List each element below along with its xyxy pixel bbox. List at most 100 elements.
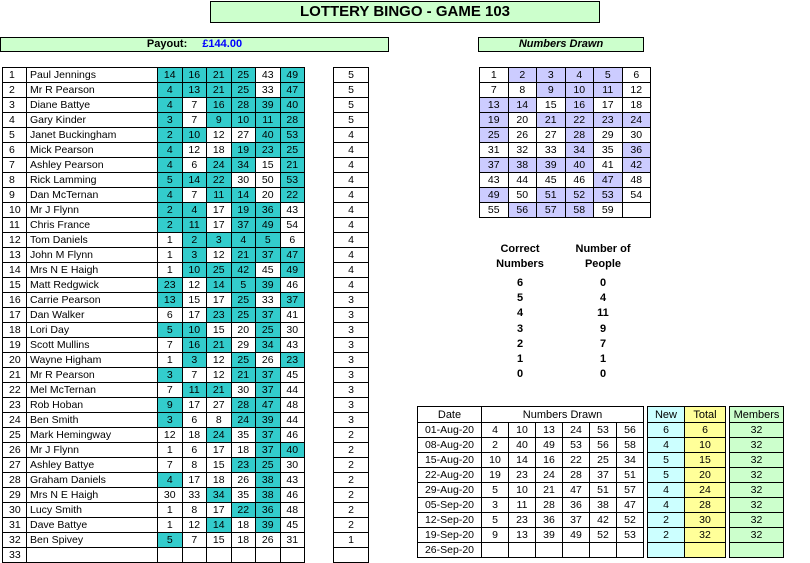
drawn-grid-cell: 8 xyxy=(507,82,537,98)
drawn-grid-cell: 36 xyxy=(621,142,651,158)
members-count: 32 xyxy=(729,482,784,498)
drawn-grid-row: 19 20 21 22 23 24 xyxy=(479,112,651,128)
player-name: Rick Lamming xyxy=(26,172,158,188)
player-number xyxy=(181,547,207,563)
player-row: 20 Wayne Higham 1 3 12 25 26 23 3 xyxy=(2,352,369,368)
spacer xyxy=(305,143,334,158)
player-number: 11 xyxy=(206,187,232,203)
spacer xyxy=(305,233,334,248)
correct-count: 3 xyxy=(333,322,369,338)
payout-label: Payout: xyxy=(146,38,188,50)
history-row: 26-Sep-20 xyxy=(417,542,784,558)
new-count: 2 xyxy=(647,527,685,543)
player-row: 2 Mr R Pearson 4 13 21 25 33 47 5 xyxy=(2,82,369,98)
history-number: 52 xyxy=(589,527,617,543)
spacer xyxy=(305,278,334,293)
history-number: 5 xyxy=(481,482,509,498)
player-number: 18 xyxy=(181,427,207,443)
player-name: Lori Day xyxy=(26,322,158,338)
correct-count: 2 xyxy=(333,427,369,443)
player-number: 21 xyxy=(206,382,232,398)
player-number: 39 xyxy=(255,517,281,533)
history-number: 10 xyxy=(481,452,509,468)
row-number: 28 xyxy=(2,472,27,488)
game-title: LOTTERY BINGO - GAME 103 xyxy=(210,1,600,23)
player-number: 14 xyxy=(206,277,232,293)
player-number: 4 xyxy=(157,157,183,173)
drawn-grid-row: 31 32 33 34 35 36 xyxy=(479,142,651,158)
player-row: 30 Lucy Smith 1 8 17 22 36 48 2 xyxy=(2,502,369,518)
player-number: 7 xyxy=(181,97,207,113)
player-row: 26 Mr J Flynn 1 6 17 18 37 40 2 xyxy=(2,442,369,458)
history-number: 13 xyxy=(508,527,536,543)
row-number: 11 xyxy=(2,217,27,233)
player-number: 16 xyxy=(206,97,232,113)
correct-count: 3 xyxy=(333,352,369,368)
player-number: 2 xyxy=(181,232,207,248)
player-number: 26 xyxy=(230,472,256,488)
spacer xyxy=(305,488,334,503)
history-number: 49 xyxy=(535,437,563,453)
history-number: 2 xyxy=(481,437,509,453)
player-number: 36 xyxy=(255,502,281,518)
drawn-grid-row: 13 14 15 16 17 18 xyxy=(479,97,651,113)
row-number: 12 xyxy=(2,232,27,248)
player-number: 39 xyxy=(255,97,281,113)
history-number: 14 xyxy=(508,452,536,468)
player-number: 37 xyxy=(255,442,281,458)
player-number: 4 xyxy=(157,97,183,113)
correct-count: 5 xyxy=(333,112,369,128)
numbers-drawn-header: Numbers Drawn xyxy=(481,406,644,423)
new-count xyxy=(647,542,685,558)
spacer xyxy=(305,158,334,173)
player-number: 29 xyxy=(230,337,256,353)
members-count xyxy=(729,542,784,558)
history-number: 51 xyxy=(616,467,644,483)
player-number: 3 xyxy=(181,352,207,368)
draw-date: 22-Aug-20 xyxy=(417,467,482,483)
correct-count: 4 xyxy=(333,127,369,143)
history-number: 42 xyxy=(589,512,617,528)
player-number: 23 xyxy=(157,277,183,293)
new-count: 2 xyxy=(647,512,685,528)
player-number: 6 xyxy=(181,157,207,173)
player-number: 53 xyxy=(279,127,305,143)
player-number: 18 xyxy=(230,517,256,533)
history-row: 22-Aug-20 19 23 24 28 37 51 5 20 32 xyxy=(417,467,784,483)
drawn-grid-row: 55 56 57 58 59 xyxy=(479,202,651,218)
player-name: Wayne Higham xyxy=(26,352,158,368)
player-number: 49 xyxy=(279,262,305,278)
spacer xyxy=(305,473,334,488)
player-row: 5 Janet Buckingham 2 10 12 27 40 53 4 xyxy=(2,127,369,143)
spacer xyxy=(305,548,334,563)
player-number: 8 xyxy=(181,502,207,518)
drawn-grid-cell: 48 xyxy=(621,172,651,188)
correct-count: 3 xyxy=(333,382,369,398)
row-number: 19 xyxy=(2,337,27,353)
player-number: 6 xyxy=(181,412,207,428)
drawn-grid-cell: 42 xyxy=(621,157,651,173)
correct-count: 5 xyxy=(333,67,369,83)
player-number: 37 xyxy=(255,367,281,383)
drawn-grid-cell: 56 xyxy=(507,202,537,218)
player-number: 23 xyxy=(206,307,232,323)
player-number: 7 xyxy=(181,532,207,548)
drawn-grid-cell: 46 xyxy=(564,172,594,188)
player-number: 4 xyxy=(157,187,183,203)
player-name: Mrs N E Haigh xyxy=(26,262,158,278)
history-number xyxy=(589,542,617,558)
people-count-value: 1 xyxy=(599,353,607,365)
player-number: 45 xyxy=(279,367,305,383)
player-number: 12 xyxy=(206,127,232,143)
drawn-grid-cell: 24 xyxy=(621,112,651,128)
player-number: 18 xyxy=(230,532,256,548)
player-number: 2 xyxy=(157,127,183,143)
row-number: 30 xyxy=(2,502,27,518)
players-table: 1 Paul Jennings 14 16 21 25 43 49 5 2 Mr R Pearson… xyxy=(2,67,369,563)
player-number: 30 xyxy=(157,487,183,503)
number-of-people-header: Number of People xyxy=(575,243,631,270)
player-number: 25 xyxy=(279,142,305,158)
drawn-grid-cell: 35 xyxy=(593,142,623,158)
player-number: 33 xyxy=(181,487,207,503)
